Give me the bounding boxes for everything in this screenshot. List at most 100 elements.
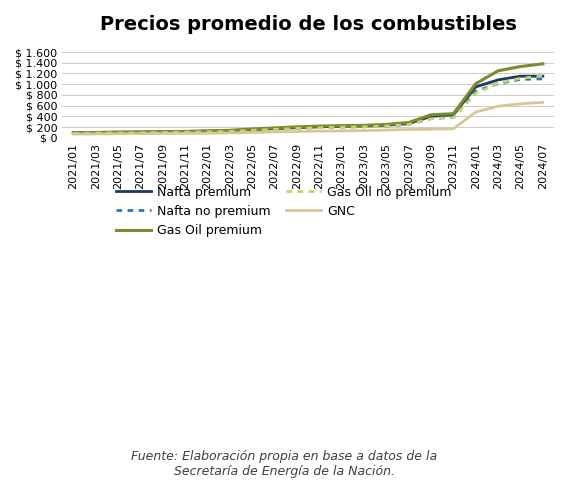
Nafta no premium: [204, 129, 211, 135]
Gas Oil premium: [137, 129, 144, 135]
Gas Oil premium: [92, 129, 99, 135]
Nafta premium: [159, 129, 166, 135]
Gas Oil no premium: [271, 126, 278, 132]
Gas Oil premium: [114, 129, 121, 135]
Gas Oil premium: [517, 63, 524, 69]
Gas Oil premium: [159, 129, 166, 135]
Nafta no premium: [294, 125, 300, 131]
Nafta premium: [316, 124, 323, 130]
GNC: [249, 129, 255, 135]
Nafta no premium: [70, 130, 77, 136]
GNC: [226, 130, 233, 136]
Gas Oil premium: [428, 112, 435, 118]
GNC: [114, 131, 121, 137]
GNC: [316, 128, 323, 134]
Gas Oil premium: [338, 122, 345, 128]
Nafta no premium: [338, 124, 345, 130]
Gas Oil no premium: [472, 90, 479, 96]
GNC: [428, 126, 435, 132]
Nafta premium: [383, 122, 390, 128]
Gas Oil no premium: [249, 127, 255, 133]
Nafta premium: [226, 128, 233, 134]
Gas Oil no premium: [159, 129, 166, 135]
Gas Oil no premium: [338, 124, 345, 130]
Nafta no premium: [517, 77, 524, 82]
Nafta premium: [428, 113, 435, 119]
Line: Gas Oil premium: Gas Oil premium: [73, 64, 543, 133]
GNC: [92, 131, 99, 137]
Gas Oil premium: [182, 128, 188, 134]
Nafta premium: [361, 123, 368, 129]
GNC: [182, 130, 188, 136]
Title: Precios promedio de los combustibles: Precios promedio de los combustibles: [100, 15, 517, 34]
Nafta no premium: [271, 126, 278, 132]
Nafta premium: [450, 112, 457, 118]
Nafta no premium: [494, 81, 501, 86]
GNC: [294, 128, 300, 134]
GNC: [494, 103, 501, 109]
GNC: [517, 101, 524, 107]
Gas Oil no premium: [182, 129, 188, 135]
Nafta premium: [494, 77, 501, 83]
Nafta no premium: [137, 130, 144, 136]
Gas Oil premium: [450, 111, 457, 117]
Text: Fuente: Elaboración propia en base a datos de la
Secretaría de Energía de la Nac: Fuente: Elaboración propia en base a dat…: [131, 450, 438, 478]
Nafta premium: [338, 123, 345, 129]
Nafta no premium: [249, 127, 255, 133]
Nafta no premium: [114, 130, 121, 136]
Nafta premium: [114, 129, 121, 135]
Line: Nafta premium: Nafta premium: [73, 76, 543, 133]
Gas Oil no premium: [294, 125, 300, 131]
Gas Oil no premium: [92, 130, 99, 136]
GNC: [361, 128, 368, 134]
Line: GNC: GNC: [73, 102, 543, 134]
Gas Oil premium: [316, 123, 323, 129]
GNC: [539, 100, 546, 105]
Gas Oil no premium: [450, 115, 457, 121]
Nafta no premium: [159, 129, 166, 135]
GNC: [338, 128, 345, 134]
Nafta no premium: [226, 128, 233, 134]
Nafta premium: [539, 73, 546, 79]
Nafta no premium: [472, 88, 479, 94]
Nafta premium: [517, 73, 524, 79]
Nafta premium: [405, 121, 412, 126]
Gas Oil no premium: [428, 116, 435, 122]
Gas Oil premium: [472, 81, 479, 86]
Gas Oil no premium: [114, 130, 121, 136]
Gas Oil no premium: [226, 128, 233, 134]
Gas Oil no premium: [70, 130, 77, 136]
GNC: [70, 131, 77, 137]
GNC: [383, 127, 390, 133]
Gas Oil premium: [383, 122, 390, 127]
Gas Oil no premium: [137, 130, 144, 136]
Gas Oil no premium: [383, 123, 390, 129]
Gas Oil premium: [361, 122, 368, 128]
Nafta no premium: [450, 114, 457, 120]
Nafta no premium: [92, 130, 99, 136]
Nafta premium: [182, 128, 188, 134]
Nafta no premium: [361, 124, 368, 130]
Gas Oil premium: [204, 128, 211, 134]
Gas Oil no premium: [361, 124, 368, 130]
GNC: [405, 126, 412, 132]
Gas Oil premium: [294, 124, 300, 130]
GNC: [271, 129, 278, 135]
Line: Gas Oil no premium: Gas Oil no premium: [73, 76, 543, 133]
Nafta no premium: [182, 129, 188, 135]
Gas Oil premium: [405, 120, 412, 125]
Gas Oil no premium: [494, 80, 501, 86]
Nafta premium: [294, 125, 300, 131]
Gas Oil premium: [539, 61, 546, 67]
Nafta premium: [92, 129, 99, 135]
Gas Oil premium: [70, 130, 77, 136]
Gas Oil no premium: [405, 122, 412, 127]
Line: Nafta no premium: Nafta no premium: [73, 79, 543, 133]
GNC: [204, 130, 211, 136]
Legend: Nafta premium, Nafta no premium, Gas Oil premium, Gas Oil no premium, GNC: Nafta premium, Nafta no premium, Gas Oil…: [110, 181, 456, 242]
Nafta no premium: [428, 116, 435, 122]
Nafta no premium: [539, 76, 546, 82]
Nafta premium: [204, 128, 211, 134]
GNC: [472, 109, 479, 115]
Nafta premium: [249, 126, 255, 132]
